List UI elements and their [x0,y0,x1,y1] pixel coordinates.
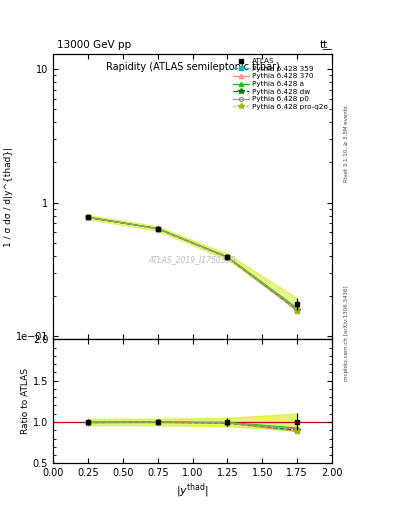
Y-axis label: 1 / σ dσ / d|y^{thad}|: 1 / σ dσ / d|y^{thad}| [4,146,13,247]
Text: tt͟: tt͟ [320,40,328,50]
Text: ATLAS_2019_I1750330: ATLAS_2019_I1750330 [149,255,236,264]
Text: Rapidity (ATLAS semileptonic ttbar): Rapidity (ATLAS semileptonic ttbar) [106,62,279,72]
Text: mcplots.cern.ch [arXiv:1306.3436]: mcplots.cern.ch [arXiv:1306.3436] [344,285,349,380]
Text: 13000 GeV pp: 13000 GeV pp [57,40,131,50]
Text: Rivet 3.1.10, ≥ 3.5M events: Rivet 3.1.10, ≥ 3.5M events [344,105,349,182]
X-axis label: $|y^{\rm thad}|$: $|y^{\rm thad}|$ [176,481,209,500]
Legend: ATLAS, Pythia 6.428 359, Pythia 6.428 370, Pythia 6.428 a, Pythia 6.428 dw, Pyth: ATLAS, Pythia 6.428 359, Pythia 6.428 37… [231,56,330,112]
Y-axis label: Ratio to ATLAS: Ratio to ATLAS [21,368,30,434]
